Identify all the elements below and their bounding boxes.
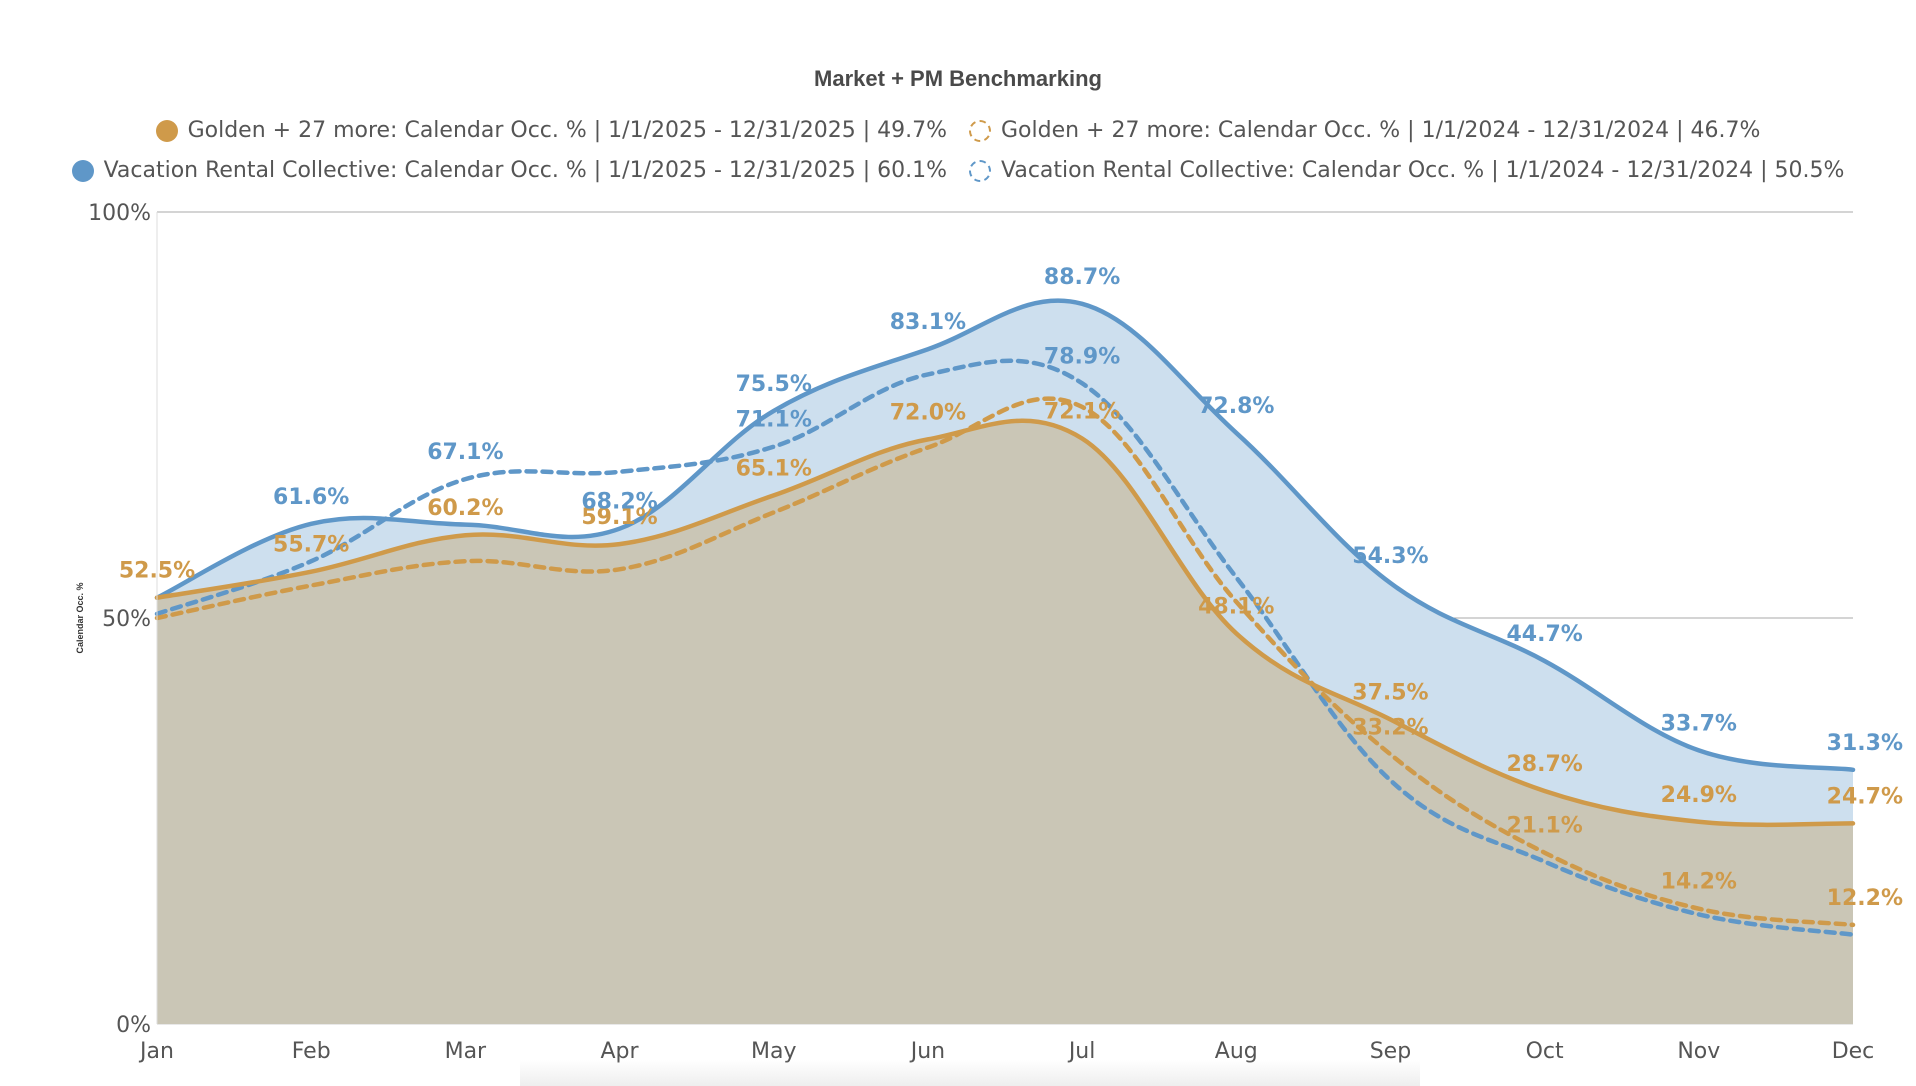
legend-row-2: Vacation Rental Collective: Calendar Occ…: [0, 158, 1916, 183]
x-tick-label: Oct: [1526, 1039, 1564, 1064]
series-line-3: [154, 358, 1856, 937]
data-label: 54.3%: [1352, 544, 1428, 569]
legend-row-1: Golden + 27 more: Calendar Occ. % | 1/1/…: [0, 118, 1916, 143]
data-label: 12.2%: [1827, 886, 1903, 911]
series-line-1: [154, 396, 1856, 928]
line-layer: [154, 298, 1856, 937]
data-label: 72.8%: [1198, 394, 1274, 419]
data-label: 48.1%: [1198, 594, 1274, 619]
x-tick-label: Nov: [1677, 1039, 1720, 1064]
y-tick-label: 0%: [116, 1013, 151, 1038]
data-label: 52.5%: [119, 559, 195, 584]
x-tick-label: Feb: [292, 1039, 331, 1064]
data-label: 75.5%: [736, 372, 812, 397]
legend-swatch-golden-2024: [969, 119, 991, 142]
legend-swatch-vrc-2025: [71, 159, 94, 182]
legend-label-vrc-2024: Vacation Rental Collective: Calendar Occ…: [1001, 158, 1845, 183]
data-label: 72.0%: [890, 400, 966, 425]
data-label: 65.1%: [736, 456, 812, 481]
legend-swatch-golden-2025: [155, 119, 178, 142]
data-label: 67.1%: [427, 440, 503, 465]
x-tick-label: Dec: [1832, 1039, 1875, 1064]
data-label: 33.2%: [1352, 715, 1428, 740]
series-line-2: [154, 298, 1856, 773]
legend-item-golden-2025[interactable]: Golden + 27 more: Calendar Occ. % | 1/1/…: [155, 118, 947, 143]
series-line-0: [154, 418, 1856, 828]
data-label: 55.7%: [273, 533, 349, 558]
legend-label-golden-2024: Golden + 27 more: Calendar Occ. % | 1/1/…: [1001, 118, 1761, 143]
axis-layer: 0% 50% 100% Calendar Occ. % Jan Feb Mar Apr May J…: [75, 201, 1874, 1064]
data-label: 31.3%: [1827, 731, 1903, 756]
x-tick-label: Jul: [1067, 1039, 1096, 1064]
data-label: 71.1%: [736, 408, 812, 433]
legend-item-vrc-2024[interactable]: Vacation Rental Collective: Calendar Occ…: [969, 158, 1844, 183]
data-label: 88.7%: [1044, 265, 1120, 290]
data-label: 24.7%: [1827, 784, 1903, 809]
data-label: 83.1%: [890, 310, 966, 335]
legend-label-vrc-2025: Vacation Rental Collective: Calendar Occ…: [103, 158, 947, 183]
legend-label-golden-2025: Golden + 27 more: Calendar Occ. % | 1/1/…: [187, 118, 947, 143]
data-label: 44.7%: [1506, 622, 1582, 647]
x-tick-label: Mar: [445, 1039, 487, 1064]
data-label: 59.1%: [581, 505, 657, 530]
x-tick-label: Aug: [1215, 1039, 1258, 1064]
y-axis-title: Calendar Occ. %: [75, 582, 85, 653]
x-tick-label: Apr: [601, 1039, 640, 1064]
y-tick-label: 50%: [102, 607, 151, 632]
label-layer: 52.5% 55.7% 60.2% 59.1% 65.1% 72.0% 72.1% 48.1%…: [119, 265, 1903, 911]
data-label: 72.1%: [1044, 400, 1120, 425]
data-label: 68.2%: [581, 490, 657, 515]
data-label: 24.9%: [1661, 783, 1737, 808]
data-label: 33.7%: [1661, 711, 1737, 736]
x-tick-label: Sep: [1370, 1039, 1411, 1064]
legend-item-vrc-2025[interactable]: Vacation Rental Collective: Calendar Occ…: [71, 158, 947, 183]
y-tick-label: 100%: [88, 201, 151, 226]
x-tick-label: Jan: [138, 1039, 174, 1064]
data-label: 21.1%: [1506, 814, 1582, 839]
data-label: 78.9%: [1044, 344, 1120, 369]
data-label: 61.6%: [273, 485, 349, 510]
data-label: 14.2%: [1661, 870, 1737, 895]
chart-title: Market + PM Benchmarking: [814, 66, 1102, 91]
x-tick-label: May: [751, 1039, 796, 1064]
legend-item-golden-2024[interactable]: Golden + 27 more: Calendar Occ. % | 1/1/…: [969, 118, 1760, 143]
x-tick-label: Jun: [909, 1039, 945, 1064]
data-label: 37.5%: [1352, 681, 1428, 706]
data-label: 60.2%: [427, 496, 503, 521]
data-label: 28.7%: [1506, 752, 1582, 777]
bottom-fade: [520, 1060, 1420, 1086]
legend-swatch-vrc-2024: [969, 159, 991, 182]
